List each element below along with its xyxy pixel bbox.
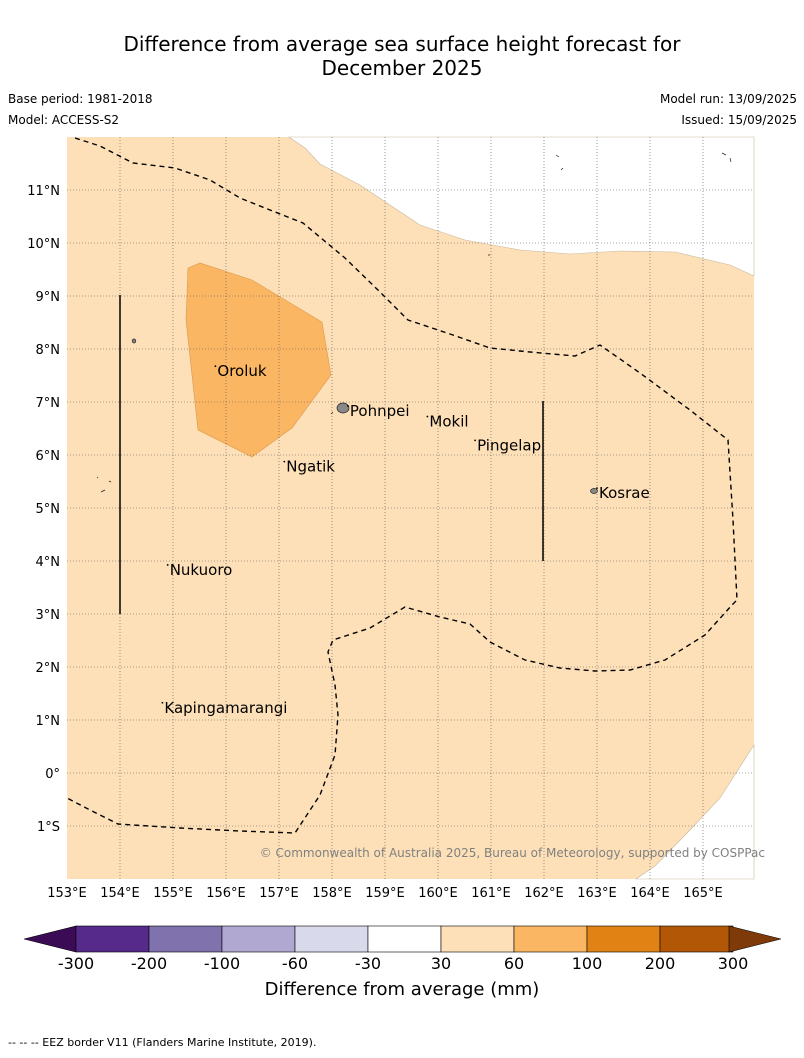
place-marker [166, 564, 169, 566]
longitude-label: 157°E [259, 886, 299, 901]
colorbar-over-extension [728, 925, 782, 953]
latitude-label: 7°N [36, 396, 61, 411]
eez-border [66, 137, 738, 834]
latitude-label: 8°N [36, 343, 61, 358]
longitude-label: 159°E [365, 886, 405, 901]
place-label: Kosrae [599, 484, 650, 502]
anomaly-60-100-region [185, 262, 332, 458]
no-data-area-south [635, 743, 755, 880]
latitude-label: 5°N [36, 502, 61, 517]
colorbar-box [221, 925, 296, 953]
place-marker [426, 415, 429, 418]
colorbar-tick-label: 200 [645, 954, 676, 973]
place-marker [214, 365, 217, 368]
title-line-2: December 2025 [321, 56, 483, 80]
colorbar-tick-label: -30 [355, 954, 381, 973]
place-label: Oroluk [217, 362, 266, 380]
place-label: Kapingamarangi [164, 699, 287, 717]
base-period: Base period: 1981-2018 [8, 92, 153, 106]
kosrae-island [590, 488, 598, 494]
small-island-reef [96, 476, 112, 493]
longitude-label: 162°E [524, 886, 564, 901]
longitude-label: 153°E [47, 886, 87, 901]
copyright-notice: © Commonwealth of Australia 2025, Bureau… [260, 846, 765, 860]
map-panel: 11°N 10°N 9°N 8°N 7°N 6°N 5°N 4°N 3°N 2°N 1°N 0° 1°S… [27, 136, 765, 901]
latitude-label: 3°N [36, 608, 61, 623]
place-marker [161, 701, 164, 704]
longitude-label: 155°E [153, 886, 193, 901]
issued-date: Issued: 15/09/2025 [681, 113, 797, 127]
model-run: Model run: 13/09/2025 [659, 92, 797, 106]
colorbar-tick-label: 30 [431, 954, 451, 973]
gridlines [67, 137, 754, 879]
longitude-label: 161°E [471, 886, 511, 901]
colorbar-tick-label: -60 [282, 954, 308, 973]
place-labels: Oroluk Pohnpei Mokil Pingelap Ngatik Kosrae Nu… [161, 362, 650, 717]
colorbar-box [294, 925, 369, 953]
place-label: Nukuoro [170, 561, 233, 579]
latitude-label: 4°N [36, 555, 61, 570]
title-line-1: Difference from average sea surface heig… [123, 32, 681, 56]
small-island-atoll [330, 254, 490, 415]
place-label: Pohnpei [350, 402, 410, 420]
latitude-label: 6°N [36, 449, 61, 464]
colorbar-tick-label: 60 [504, 954, 524, 973]
map-title: Difference from average sea surface heig… [0, 32, 804, 80]
colorbar-tick-label: -300 [58, 954, 94, 973]
latitude-label: 1°S [37, 820, 60, 835]
colorbar-boxes [75, 925, 734, 953]
colorbar-box [440, 925, 515, 953]
place-label: Ngatik [286, 458, 335, 476]
longitude-label: 160°E [418, 886, 458, 901]
colorbar-tick-label: 100 [572, 954, 603, 973]
latitude-label: 11°N [27, 184, 60, 199]
latitude-label: 2°N [36, 661, 61, 676]
longitude-label: 165°E [683, 886, 723, 901]
longitude-label: 163°E [577, 886, 617, 901]
colorbar-box [75, 925, 150, 953]
colorbar-tick-label: -100 [204, 954, 240, 973]
colorbar-under-extension [23, 925, 77, 953]
place-marker [474, 439, 476, 442]
place-label: Pingelap [477, 436, 541, 454]
eez-footnote: -- -- -- EEZ border V11 (Flanders Marine… [8, 1036, 317, 1049]
islands [96, 152, 732, 494]
latitude-label: 9°N [36, 290, 61, 305]
latitude-labels: 11°N 10°N 9°N 8°N 7°N 6°N 5°N 4°N 3°N 2°N 1°N 0° 1°S [27, 184, 60, 835]
place-marker [596, 487, 598, 489]
latitude-label: 0° [45, 767, 60, 782]
colorbar-box [367, 925, 442, 953]
sea-height-map: 11°N 10°N 9°N 8°N 7°N 6°N 5°N 4°N 3°N 2°N 1°N 0° 1°S… [23, 136, 782, 1000]
place-marker [347, 405, 349, 407]
small-island-west [131, 338, 137, 344]
colorbar-box [513, 925, 588, 953]
model-name: Model: ACCESS-S2 [8, 113, 120, 127]
colorbar-box [586, 925, 661, 953]
longitude-labels: 153°E 154°E 155°E 156°E 157°E 158°E 159°E 160°E… [47, 886, 723, 901]
longitude-label: 154°E [100, 886, 140, 901]
small-island-wake [555, 152, 732, 171]
no-data-area [288, 136, 755, 277]
latitude-label: 10°N [27, 237, 60, 252]
colorbar-tick-labels: -300 -200 -100 -60 -30 30 60 100 200 300 [58, 954, 748, 973]
place-marker [283, 460, 286, 463]
colorbar-tick-label: -200 [131, 954, 167, 973]
pohnpei-island [336, 402, 350, 414]
place-label: Mokil [429, 413, 468, 431]
colorbar-box [659, 925, 734, 953]
longitude-label: 164°E [630, 886, 670, 901]
colorbar-title: Difference from average (mm) [265, 979, 540, 1000]
longitude-label: 156°E [206, 886, 246, 901]
latitude-label: 1°N [36, 714, 61, 729]
longitude-label: 158°E [312, 886, 352, 901]
colorbar-box [148, 925, 223, 953]
colorbar-tick-label: 300 [718, 954, 749, 973]
colorbar: -300 -200 -100 -60 -30 30 60 100 200 300 Differen… [23, 925, 782, 1000]
